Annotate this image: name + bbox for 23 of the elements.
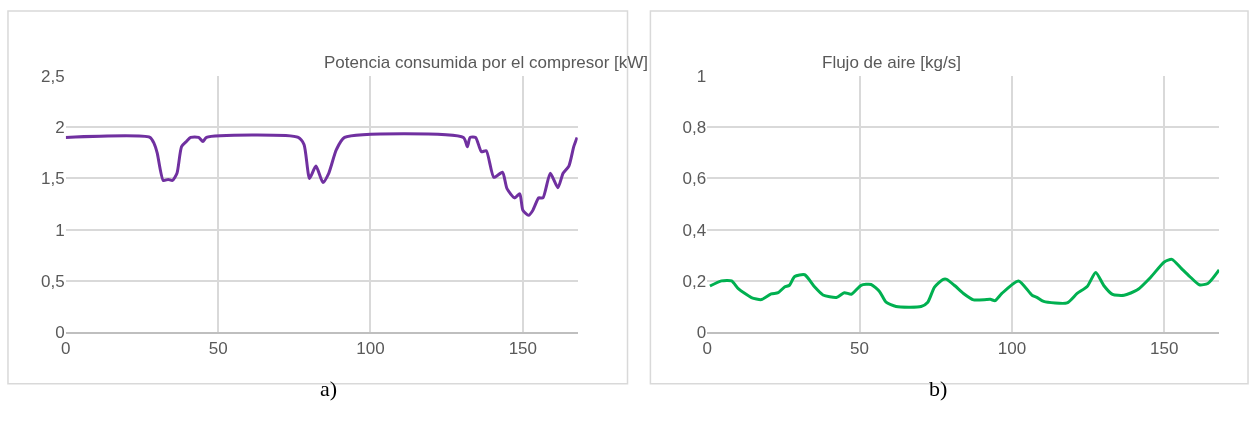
x-tick-label: 150 bbox=[508, 339, 538, 359]
y-tick-label: 0,8 bbox=[682, 118, 707, 138]
text: b) bbox=[929, 376, 948, 401]
x-tick-label: 50 bbox=[208, 339, 228, 359]
y-tick-label: 1,5 bbox=[41, 169, 65, 189]
y-tick-label: 2 bbox=[55, 118, 65, 138]
y-tick-label: 0,2 bbox=[682, 271, 707, 291]
y-tick-label: 1 bbox=[696, 66, 707, 86]
y-tick-label: 0 bbox=[55, 323, 65, 343]
x-tick-label: 50 bbox=[850, 339, 870, 359]
x-tick-label: 100 bbox=[997, 339, 1027, 359]
chart-title: Flujo de aire [kg/s] bbox=[822, 53, 961, 72]
y-tick-label: 1 bbox=[55, 220, 65, 240]
text: a) bbox=[320, 376, 338, 401]
line-series bbox=[708, 257, 1220, 309]
y-tick-label: 0,4 bbox=[682, 220, 707, 240]
y-tick-label: 0,5 bbox=[41, 271, 65, 291]
y-tick-label: 2,5 bbox=[41, 66, 65, 86]
x-tick-label: 100 bbox=[356, 339, 385, 359]
chart-title: Potencia consumida por el compresor [kW] bbox=[324, 53, 649, 72]
x-tick-label: 150 bbox=[1150, 339, 1179, 359]
y-tick-label: 0 bbox=[696, 323, 707, 343]
y-tick-label: 0,6 bbox=[682, 169, 707, 189]
